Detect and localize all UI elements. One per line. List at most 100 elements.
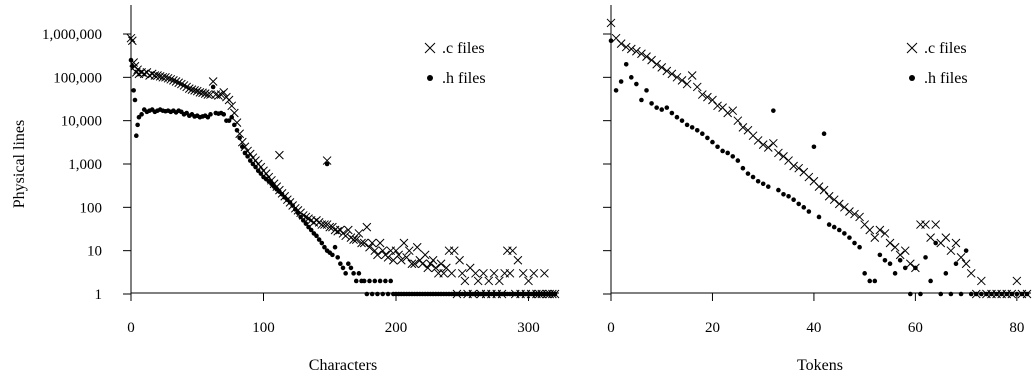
data-point-h: [989, 291, 994, 297]
data-point-h: [361, 278, 367, 284]
data-point-h: [356, 271, 362, 276]
data-point-h: [335, 255, 341, 260]
data-point-h: [375, 291, 380, 297]
data-point-c: [616, 39, 626, 48]
data-point-h: [654, 105, 659, 110]
data-point-h: [902, 265, 908, 271]
legend-marker-c: [906, 42, 918, 54]
legend-marker-h: [909, 75, 915, 81]
data-point-c: [399, 238, 409, 248]
data-point-h: [308, 227, 314, 233]
data-point-h: [130, 63, 135, 69]
data-point-c: [626, 44, 636, 54]
data-point-h: [765, 184, 771, 189]
data-point-h: [242, 150, 248, 156]
data-point-h: [923, 255, 928, 260]
data-point-h: [913, 265, 918, 271]
data-point-c: [127, 36, 137, 46]
data-point-h: [1019, 291, 1025, 297]
data-point-c: [200, 89, 210, 99]
data-point-c: [447, 268, 457, 278]
data-point-h: [877, 252, 883, 258]
legend-label: .c files: [442, 40, 485, 57]
data-point-c: [227, 101, 237, 111]
y-tick-label: 1,000: [68, 157, 102, 173]
data-point-h: [377, 278, 383, 284]
data-point-c: [354, 229, 364, 238]
tokens-panel: 0 20 40 60 80 Tokens .c files .h files: [603, 5, 1032, 374]
data-point-h: [136, 114, 142, 120]
data-point-c: [190, 86, 199, 95]
data-point-c: [179, 81, 189, 90]
data-point-h: [205, 114, 211, 120]
data-point-c: [855, 212, 864, 222]
data-point-c: [489, 268, 499, 278]
data-point-c: [357, 238, 366, 248]
data-point-h: [948, 291, 954, 297]
x-axis-title: Characters: [309, 357, 377, 374]
data-point-h: [887, 261, 893, 267]
series-c-files: [126, 33, 560, 299]
legend-marker-c: [424, 42, 436, 54]
data-point-c: [723, 108, 733, 118]
series-c-files: [606, 18, 1032, 299]
data-point-h: [928, 278, 933, 284]
data-point-h: [306, 224, 311, 230]
data-point-h: [892, 271, 898, 276]
data-point-c: [758, 140, 768, 149]
data-point-h: [250, 161, 256, 167]
data-point-h: [689, 125, 695, 130]
data-point-c: [540, 268, 549, 278]
data-point-h: [958, 291, 964, 297]
data-point-c: [341, 231, 351, 241]
data-point-c: [370, 246, 380, 256]
data-point-h: [332, 244, 338, 250]
data-point-c: [367, 238, 377, 248]
data-point-h: [131, 88, 136, 93]
data-point-c: [768, 138, 778, 148]
data-point-c: [176, 79, 186, 89]
data-point-h: [659, 107, 665, 112]
data-point-c: [672, 72, 682, 82]
data-point-h: [730, 154, 736, 159]
data-point-c: [407, 259, 417, 269]
data-point-h: [811, 144, 817, 150]
x-tick-label: 300: [517, 320, 540, 336]
data-point-c: [182, 82, 192, 92]
data-point-c: [147, 69, 157, 79]
data-point-c: [682, 79, 692, 89]
data-point-c: [219, 88, 229, 97]
y-axis-title: Physical lines: [11, 120, 28, 208]
data-point-c: [359, 238, 369, 248]
data-point-h: [725, 150, 730, 156]
data-point-c: [713, 101, 722, 111]
y-tick-label: 10: [87, 244, 102, 260]
data-point-h: [847, 235, 852, 240]
data-point-h: [128, 57, 134, 63]
data-point-c: [931, 220, 941, 229]
data-point-c: [391, 246, 401, 256]
data-point-c: [333, 226, 343, 236]
data-point-c: [677, 76, 687, 85]
data-point-c: [383, 253, 393, 262]
data-point-h: [953, 261, 959, 267]
data-point-h: [781, 191, 786, 197]
data-point-h: [700, 131, 705, 137]
data-point-c: [814, 182, 824, 192]
data-point-c: [647, 55, 656, 65]
data-point-h: [338, 261, 343, 267]
data-point-c: [829, 195, 839, 205]
data-point-c: [632, 46, 641, 56]
y-tick-label: 10,000: [61, 114, 102, 130]
x-axis-title: Tokens: [797, 357, 843, 374]
data-point-c: [439, 268, 449, 278]
data-point-c: [697, 90, 707, 99]
data-point-h: [552, 291, 558, 297]
data-point-h: [750, 174, 756, 180]
data-point-c: [272, 182, 282, 192]
data-point-c: [956, 253, 966, 262]
data-point-c: [426, 259, 435, 269]
data-point-c: [418, 259, 427, 269]
data-point-h: [340, 265, 346, 271]
data-point-c: [733, 116, 743, 126]
